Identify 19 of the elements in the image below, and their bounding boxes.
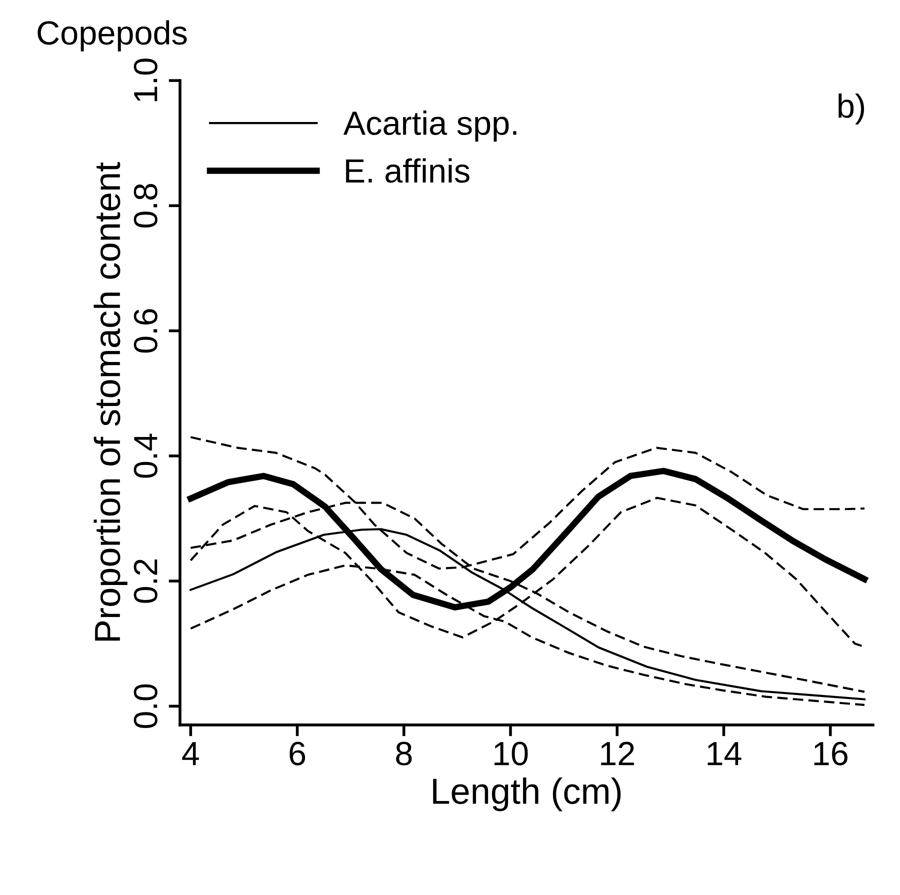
legend-label: Acartia spp.	[343, 110, 516, 142]
y-tick-label: 1.0	[134, 58, 158, 102]
chart-title: Copepods	[38, 20, 187, 52]
x-tick-label: 4	[182, 742, 199, 766]
x-tick-label: 10	[494, 742, 528, 766]
x-axis-title: Length (cm)	[433, 778, 621, 812]
x-tick-label: 12	[601, 742, 634, 766]
y-axis-title: Proportion of stomach content	[94, 162, 128, 641]
y-tick-label: 0.8	[134, 184, 158, 228]
legend-label: E. affinis	[346, 158, 470, 183]
y-tick-label: 0.6	[134, 309, 158, 353]
y-tick-label: 0.2	[134, 560, 158, 603]
x-tick-label: 8	[396, 742, 412, 766]
annotation: b)	[838, 93, 864, 124]
x-tick-label: 16	[814, 742, 848, 766]
x-tick-label: 6	[290, 742, 306, 766]
y-tick-label: 0.0	[134, 684, 158, 728]
x-tick-label: 14	[708, 742, 742, 766]
y-tick-label: 0.4	[134, 434, 158, 478]
